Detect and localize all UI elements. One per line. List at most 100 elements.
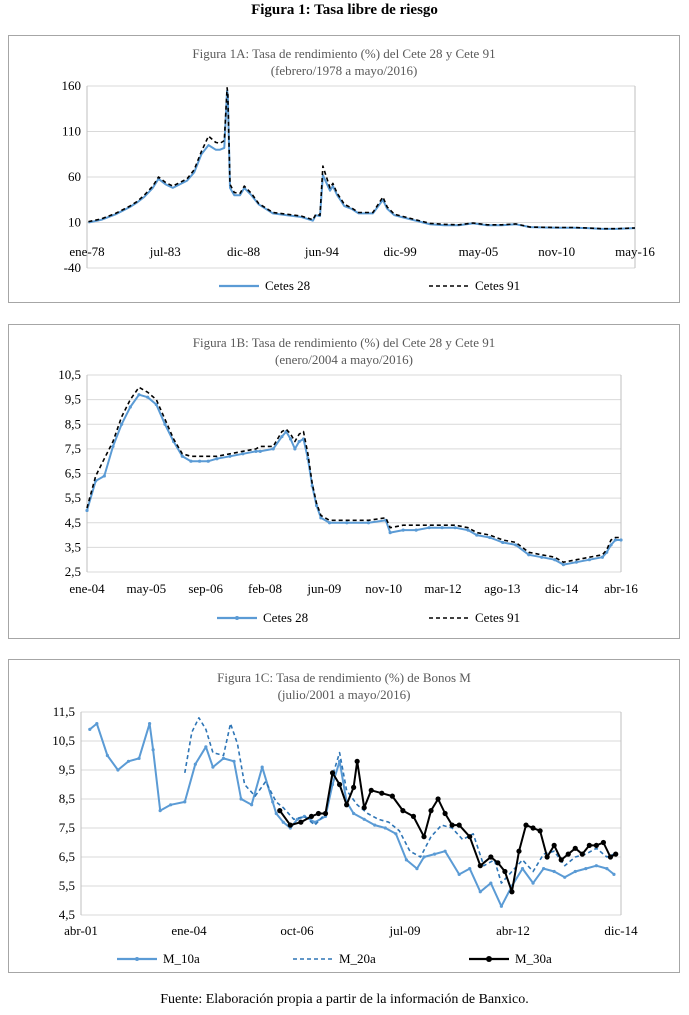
data-point: [146, 395, 150, 399]
y-tick-label: 6,5: [59, 849, 75, 864]
data-point: [432, 852, 437, 856]
data-point: [211, 765, 215, 769]
data-point: [232, 759, 236, 763]
data-point: [453, 526, 457, 530]
y-tick-label: 4,5: [59, 907, 75, 922]
data-point: [183, 800, 187, 804]
y-tick-label: 110: [62, 124, 81, 139]
data-point: [163, 422, 167, 426]
data-point: [449, 822, 455, 828]
y-tick-label: 6,5: [65, 466, 81, 481]
data-point: [277, 808, 283, 814]
data-point: [85, 508, 89, 513]
data-point: [281, 820, 285, 824]
x-tick-label: abr-01: [64, 923, 98, 938]
data-point: [193, 762, 197, 766]
data-point: [605, 867, 609, 871]
data-point: [440, 526, 444, 530]
data-point: [531, 881, 535, 885]
y-tick-label: -40: [64, 260, 81, 275]
data-point: [308, 813, 315, 819]
source-note: Fuente: Elaboración propia a partir de l…: [160, 992, 529, 1007]
x-tick-label: ene-78: [69, 244, 104, 259]
data-point: [563, 875, 567, 879]
x-tick-label: jul-09: [388, 923, 420, 938]
data-point: [551, 842, 557, 848]
x-tick-label: jun-09: [306, 581, 341, 596]
data-point: [258, 449, 262, 453]
data-point: [327, 521, 332, 525]
legend-label: Cetes 91: [475, 278, 520, 293]
data-point: [574, 560, 578, 564]
chart-subtitle: (enero/2004 a mayo/2016): [275, 352, 413, 367]
x-tick-label: dic-14: [545, 581, 579, 596]
legend-marker: [486, 956, 492, 962]
data-point: [443, 849, 447, 853]
data-point: [111, 444, 115, 449]
data-point: [427, 526, 431, 530]
data-point: [435, 796, 441, 802]
series-line-cetes-91: [88, 86, 636, 230]
data-point: [594, 864, 598, 868]
data-point: [95, 722, 99, 726]
data-point: [478, 890, 482, 894]
data-point: [383, 826, 387, 830]
series-line-m-10a: [89, 722, 615, 908]
data-point: [297, 439, 301, 444]
data-point: [137, 756, 141, 760]
chart-1b: Figura 1B: Tasa de rendimiento (%) del C…: [58, 335, 638, 625]
data-point: [612, 872, 616, 876]
data-point: [456, 822, 462, 828]
chart-1a: Figura 1A: Tasa de rendimiento (%) del C…: [62, 46, 656, 293]
x-tick-label: jun-94: [304, 244, 339, 259]
data-point: [280, 434, 284, 439]
data-point: [520, 867, 525, 871]
x-tick-label: dic-14: [604, 923, 638, 938]
data-point: [544, 854, 550, 860]
data-point: [180, 454, 184, 458]
data-point: [514, 543, 518, 547]
data-point: [250, 803, 254, 807]
data-point: [467, 834, 473, 840]
data-point: [388, 531, 392, 535]
data-point: [502, 868, 508, 875]
legend-label: M_20a: [339, 951, 376, 966]
chart-panel-1b: Figura 1B: Tasa de rendimiento (%) del C…: [8, 324, 680, 639]
data-point: [260, 765, 264, 769]
x-tick-label: nov-10: [365, 581, 402, 596]
data-point: [206, 459, 210, 463]
x-tick-label: may-16: [615, 244, 655, 259]
data-point: [88, 727, 92, 731]
data-point: [457, 872, 461, 876]
series-line-cetes-91: [86, 386, 621, 563]
y-tick-label: 9,5: [65, 392, 81, 407]
data-point: [366, 521, 371, 525]
data-point: [586, 842, 592, 848]
data-point: [593, 842, 599, 848]
data-point: [613, 538, 617, 542]
data-point: [329, 770, 336, 776]
legend-label: M_30a: [515, 951, 552, 966]
data-point: [389, 793, 395, 799]
data-point: [116, 768, 120, 772]
y-tick-label: 7,5: [65, 441, 81, 456]
data-point: [501, 540, 505, 545]
data-point: [509, 889, 515, 895]
data-point: [530, 825, 536, 831]
y-tick-label: 11,5: [53, 704, 75, 719]
legend-marker: [235, 616, 239, 620]
x-tick-label: abr-12: [496, 923, 530, 938]
data-point: [527, 553, 531, 557]
data-point: [579, 851, 585, 857]
data-point: [137, 393, 141, 397]
y-tick-label: 5,5: [59, 878, 75, 893]
data-point: [354, 758, 360, 764]
x-tick-label: ene-04: [69, 581, 105, 596]
x-tick-label: dic-99: [384, 244, 417, 259]
data-point: [239, 797, 243, 801]
chart-1c: Figura 1C: Tasa de rendimiento (%) de Bo…: [52, 670, 638, 966]
data-point: [401, 528, 405, 532]
data-point: [287, 822, 293, 828]
data-point: [241, 452, 245, 456]
data-point: [314, 503, 319, 508]
